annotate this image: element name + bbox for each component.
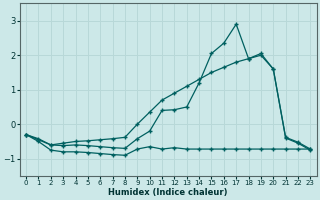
X-axis label: Humidex (Indice chaleur): Humidex (Indice chaleur) [108, 188, 228, 197]
